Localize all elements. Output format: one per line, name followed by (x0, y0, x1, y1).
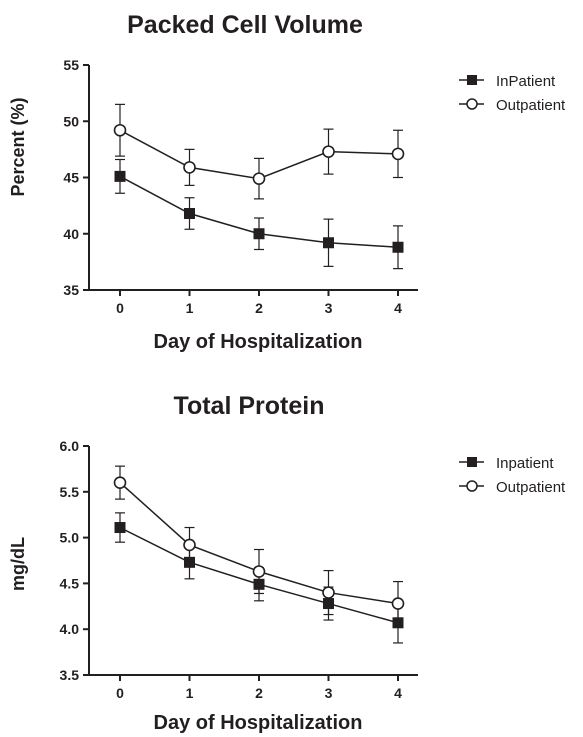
data-point (252, 565, 266, 578)
y-tick-label: 45 (63, 170, 79, 186)
data-point (391, 597, 405, 610)
square-marker-icon (467, 457, 477, 467)
legend: Inpatient Outpatient (459, 455, 566, 496)
legend-label: Outpatient (496, 97, 566, 114)
y-tick-label: 6.0 (60, 438, 80, 454)
y-tick-label: 5.5 (60, 484, 80, 500)
y-axis-label: mg/dL (8, 537, 28, 591)
x-tick-label: 2 (255, 300, 263, 316)
data-point (391, 147, 405, 161)
legend-item-outpatient: Outpatient (459, 479, 566, 496)
legend-item-inpatient: Inpatient (459, 455, 554, 472)
data-point (322, 145, 335, 158)
legend-item-inpatient: InPatient (459, 73, 556, 90)
square-marker-icon (467, 75, 477, 85)
x-tick-label: 1 (186, 300, 194, 316)
chart-title: Total Protein (174, 392, 325, 420)
plot-area (113, 103, 405, 270)
chart-title: Packed Cell Volume (127, 11, 363, 39)
x-tick-label: 4 (394, 685, 402, 701)
x-axis-label: Day of Hospitalization (154, 712, 363, 734)
data-point (392, 241, 404, 253)
y-tick-label: 4.0 (60, 621, 80, 637)
series-inpatient (114, 158, 404, 270)
axes: 35 40 45 50 55 0 1 2 3 4 (63, 57, 418, 316)
y-tick-label: 35 (63, 282, 79, 298)
x-tick-label: 0 (116, 685, 124, 701)
data-point (253, 228, 265, 240)
legend-item-outpatient: Outpatient (459, 97, 566, 114)
data-point (183, 161, 196, 174)
series-outpatient (113, 103, 405, 200)
axes: 3.5 4.0 4.5 5.0 5.5 6.0 0 1 2 3 4 (60, 438, 418, 701)
legend: InPatient Outpatient (459, 73, 566, 114)
chart-total-protein: Total Protein mg/dL Day of Hospitalizati… (8, 392, 566, 734)
y-tick-label: 40 (63, 226, 79, 242)
chart-packed-cell-volume: Packed Cell Volume Percent (%) Day of Ho… (8, 11, 566, 353)
data-point (323, 237, 334, 249)
x-tick-label: 4 (394, 300, 402, 316)
y-tick-label: 5.0 (60, 530, 80, 546)
y-tick-label: 3.5 (60, 667, 80, 683)
data-point (322, 586, 335, 599)
data-point (184, 208, 195, 219)
x-tick-label: 1 (186, 685, 194, 701)
y-tick-label: 55 (63, 57, 79, 73)
plot-area (113, 465, 405, 644)
y-tick-label: 4.5 (60, 575, 80, 591)
data-point (114, 522, 126, 534)
data-point (113, 476, 127, 489)
x-tick-label: 3 (325, 685, 333, 701)
data-point (252, 172, 266, 185)
data-point (114, 170, 126, 182)
x-tick-label: 2 (255, 685, 263, 701)
circle-marker-icon (466, 480, 478, 492)
circle-marker-icon (466, 98, 478, 110)
y-tick-label: 50 (63, 113, 79, 129)
legend-label: InPatient (496, 73, 556, 90)
y-axis-label: Percent (%) (8, 97, 28, 196)
x-axis-label: Day of Hospitalization (154, 331, 363, 353)
data-point (183, 538, 196, 552)
legend-label: Outpatient (496, 479, 566, 496)
x-tick-label: 3 (325, 300, 333, 316)
legend-label: Inpatient (496, 455, 554, 472)
series-outpatient (113, 465, 405, 627)
x-tick-label: 0 (116, 300, 124, 316)
data-point (113, 123, 127, 137)
